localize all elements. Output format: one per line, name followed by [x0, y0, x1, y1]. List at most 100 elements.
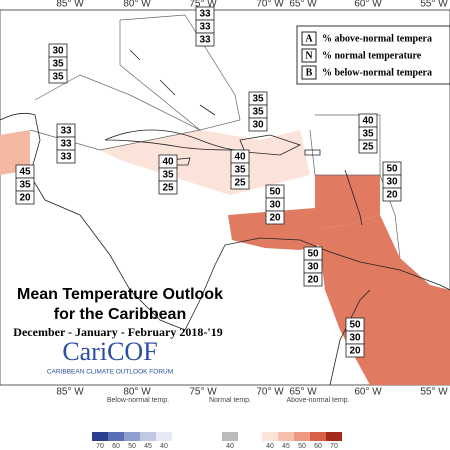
value-box	[358, 139, 378, 154]
probability: 35	[234, 165, 246, 176]
longitude-label: 60° W	[354, 0, 382, 10]
legend-swatch	[124, 432, 140, 441]
value-box	[195, 32, 215, 47]
value-box	[48, 69, 68, 84]
probability: 33	[199, 35, 211, 46]
zone-fill	[100, 130, 310, 195]
probability: 50	[307, 249, 319, 260]
key-text: % above-normal tempera	[322, 33, 432, 44]
value-box	[303, 272, 323, 287]
longitude-label: 80° W	[123, 387, 151, 398]
probability: 25	[162, 183, 174, 194]
longitude-label: 70° W	[256, 0, 284, 10]
probability: 20	[269, 213, 281, 224]
probability: 35	[252, 94, 264, 105]
probability: 35	[19, 180, 31, 191]
key-letter: N	[305, 50, 313, 61]
probability: 50	[386, 164, 398, 175]
probability: 40	[234, 152, 246, 163]
longitude-label: 55° W	[420, 0, 448, 10]
probability: 25	[234, 178, 246, 189]
probability: 30	[349, 333, 361, 344]
probability: 33	[60, 139, 72, 150]
season: December - January - February 2018-'19	[13, 325, 222, 339]
logo-subtitle: CARIBBEAN CLIMATE OUTLOOK FORUM	[47, 369, 173, 376]
legend-swatch	[278, 432, 294, 441]
probability: 20	[349, 346, 361, 357]
region-boxes: 33 33 33 30 35 35 33 33 33 35 35 30 40 35 25 40 35 25 40 35…	[15, 6, 402, 358]
probability: 45	[19, 167, 31, 178]
key-letter-box	[301, 48, 317, 63]
legend-tick: 40	[226, 443, 234, 450]
key-text: % normal temperature	[322, 50, 422, 61]
probability: 35	[162, 170, 174, 181]
key-letter-box	[301, 31, 317, 46]
longitude-label: 85° W	[56, 387, 84, 398]
probability: 20	[386, 190, 398, 201]
value-box	[56, 149, 76, 164]
longitude-label: 75° W	[189, 387, 217, 398]
probability: 33	[60, 152, 72, 163]
value-box	[382, 187, 402, 202]
key-frame	[296, 25, 450, 85]
legend-swatch	[92, 432, 108, 441]
color-legend: Below-normal temp. Normal temp. Above-no…	[92, 397, 350, 450]
legend-swatch	[262, 432, 278, 441]
longitude-label: 70° W	[256, 387, 284, 398]
legend-swatch	[294, 432, 310, 441]
value-box	[230, 175, 250, 190]
legend-label: Above-normal temp.	[286, 397, 349, 404]
key-box: A % above-normal tempera N % normal tempera…	[296, 25, 450, 85]
key-text: % below-normal tempera	[322, 67, 432, 78]
probability: 50	[349, 320, 361, 331]
longitude-label: 55° W	[420, 387, 448, 398]
legend-tick: 45	[144, 443, 152, 450]
logo: CariCOF	[62, 337, 157, 366]
key-letter-box	[301, 65, 317, 80]
longitude-labels: 85° W 85° W 80° W 80° W 75° W 75° W 70° W 70° W…	[56, 0, 448, 398]
legend-tick: 45	[282, 443, 290, 450]
legend-label: Normal temp.	[209, 397, 251, 404]
value-box	[345, 343, 365, 358]
key-letter: B	[306, 67, 313, 78]
probability: 35	[52, 59, 64, 70]
value-box	[265, 210, 285, 225]
key-letter: A	[305, 33, 313, 44]
longitude-label: 60° W	[354, 387, 382, 398]
probability: 40	[162, 157, 174, 168]
legend-swatch	[156, 432, 172, 441]
probability: 33	[199, 22, 211, 33]
probability: 30	[386, 177, 398, 188]
legend-swatch	[326, 432, 342, 441]
longitude-label: 65° W	[289, 387, 317, 398]
legend-label: Below-normal temp.	[107, 397, 169, 404]
probability: 30	[269, 200, 281, 211]
legend-tick: 70	[330, 443, 338, 450]
zone-fill	[0, 130, 30, 175]
legend-tick: 70	[96, 443, 104, 450]
value-box	[15, 190, 35, 205]
legend-swatch	[310, 432, 326, 441]
probability: 25	[362, 142, 374, 153]
value-box	[248, 117, 268, 132]
probability: 35	[52, 72, 64, 83]
probability: 30	[307, 262, 319, 273]
legend-swatch	[222, 432, 238, 441]
probability: 20	[19, 193, 31, 204]
probability: 50	[269, 187, 281, 198]
legend-tick: 40	[160, 443, 168, 450]
longitude-label: 85° W	[56, 0, 84, 10]
longitude-label: 80° W	[123, 0, 151, 10]
title: Mean Temperature Outlook	[17, 286, 223, 303]
longitude-label: 75° W	[189, 0, 217, 10]
zone-boundaries	[29, 14, 401, 259]
legend-swatch	[108, 432, 124, 441]
probability: 40	[362, 116, 374, 127]
legend-swatch	[140, 432, 156, 441]
probability: 20	[307, 275, 319, 286]
value-box	[158, 180, 178, 195]
legend-tick: 40	[266, 443, 274, 450]
probability: 33	[199, 9, 211, 20]
legend-tick: 50	[298, 443, 306, 450]
